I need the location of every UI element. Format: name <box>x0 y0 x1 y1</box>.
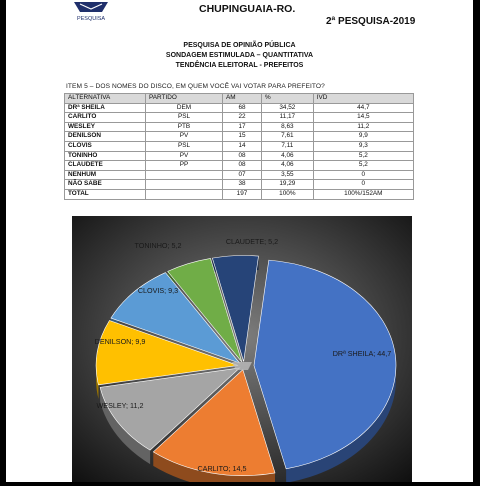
table-row: NÃO SABE 38 19,29 0 <box>64 179 415 190</box>
cell-am: 08 <box>221 160 263 171</box>
title-line-3: TENDÊNCIA ELEITORAL - PREFEITOS <box>175 62 304 69</box>
cell-pct: 4,06 <box>261 150 314 162</box>
cell-name: DENILSON <box>64 131 146 142</box>
pie-slice <box>211 255 259 362</box>
pie-chart: DRª SHEILA; 44,7 CARLITO; 14,5 WESLEY; 11,… <box>72 216 412 482</box>
pie-slice <box>110 272 241 364</box>
cell-name: DRª SHEILA <box>64 102 146 114</box>
slice-data-label: CLAUDETE; 5,2 <box>226 237 278 246</box>
cell-am: 38 <box>221 179 263 190</box>
document-page: PESQUISA CHUPINGUAIA-RO. 2ª PESQUISA-201… <box>6 0 473 482</box>
cell-ivd: 100%/152AM <box>312 188 415 200</box>
cell-pct: 8,63 <box>261 121 314 133</box>
table-row: DRª SHEILA DEM 68 34,52 44,7 <box>64 102 415 114</box>
slice-data-label: TONINHO; 5,2 <box>135 241 182 250</box>
pie-slice <box>99 367 241 451</box>
table-row: TONINHO PV 08 4,06 5,2 <box>64 150 415 162</box>
pollster-logo: PESQUISA <box>74 2 108 22</box>
cell-name: NÃO SABE <box>64 179 146 190</box>
cell-party: PP <box>145 160 223 171</box>
cell-party <box>145 179 223 190</box>
table-row: NENHUM 07 3,55 0 <box>64 169 415 181</box>
pie-slice <box>95 320 239 386</box>
column-header: ALTERNATIVA <box>64 93 146 104</box>
cell-party: DEM <box>145 102 223 114</box>
cell-party <box>145 169 223 181</box>
slice-data-label: CLOVIS; 9,3 <box>138 286 178 295</box>
slice-data-label: DENILSON; 9,9 <box>95 337 146 346</box>
slice-data-label: DRª SHEILA; 44,7 <box>333 349 392 358</box>
cell-pct: 11,17 <box>261 112 314 123</box>
pie-slice <box>167 258 243 363</box>
cell-party: PTB <box>145 121 223 133</box>
cell-party: PV <box>145 131 223 142</box>
pie-slice <box>253 259 397 470</box>
cell-am: 15 <box>221 131 263 142</box>
cell-pct: 3,55 <box>261 169 314 181</box>
cell-ivd: 11,2 <box>312 121 415 133</box>
center-watermark-logo <box>232 362 252 370</box>
cell-pct: 7,61 <box>261 131 314 142</box>
cell-name: TONINHO <box>64 150 146 162</box>
title-line-2: SONDAGEM ESTIMULADA – QUANTITATIVA <box>165 52 314 59</box>
cell-name: NENHUM <box>64 169 146 181</box>
cell-party: PSL <box>145 112 223 123</box>
column-header: IVD <box>312 93 415 104</box>
logo-text: PESQUISA <box>77 16 105 22</box>
cell-name: WESLEY <box>64 121 146 133</box>
cell-party: PV <box>145 150 223 162</box>
table-row: CARLITO PSL 22 11,17 14,5 <box>64 112 415 123</box>
slice-data-label: WESLEY; 11,2 <box>97 401 144 410</box>
city-title: CHUPINGUAIA-RO. <box>199 3 296 15</box>
cell-ivd: 44,7 <box>312 102 415 114</box>
cell-pct: 7,11 <box>261 140 314 152</box>
cell-pct: 100% <box>261 188 314 200</box>
cell-am: 197 <box>221 188 263 200</box>
pie-slice-side <box>153 451 276 482</box>
cell-pct: 34,52 <box>261 102 314 114</box>
table-row: DENILSON PV 15 7,61 9,9 <box>64 131 415 142</box>
table-row: CLOVIS PSL 14 7,11 9,3 <box>64 140 415 152</box>
cell-ivd: 5,2 <box>312 160 415 171</box>
cell-am: 68 <box>221 102 263 114</box>
pie-slice <box>152 369 276 476</box>
table-header-row: ALTERNATIVA PARTIDO AM % IVD <box>64 93 415 104</box>
cell-ivd: 5,2 <box>312 150 415 162</box>
table-row: WESLEY PTB 17 8,63 11,2 <box>64 121 415 133</box>
cell-am: 14 <box>221 140 263 152</box>
pie-chart-svg: DRª SHEILA; 44,7 CARLITO; 14,5 WESLEY; 11,… <box>72 216 412 482</box>
pie-slice-side <box>100 387 151 465</box>
table-row: TOTAL 197 100% 100%/152AM <box>64 188 415 200</box>
poll-number: 2ª PESQUISA-2019 <box>326 16 416 27</box>
cell-name: CARLITO <box>64 112 146 123</box>
cell-name: TOTAL <box>64 188 146 200</box>
column-header: PARTIDO <box>145 93 223 104</box>
title-line-1: PESQUISA DE OPINIÃO PÚBLICA <box>183 42 296 49</box>
cell-pct: 19,29 <box>261 179 314 190</box>
cell-am: 07 <box>221 169 263 181</box>
table-row: CLAUDETE PP 08 4,06 5,2 <box>64 160 415 171</box>
column-header: AM <box>221 93 263 104</box>
cell-party <box>145 188 223 200</box>
column-header: % <box>261 93 314 104</box>
cell-am: 08 <box>221 150 263 162</box>
slice-data-label: CARLITO; 14,5 <box>197 464 246 473</box>
cell-ivd: 9,3 <box>312 140 415 152</box>
cell-party: PSL <box>145 140 223 152</box>
cell-name: CLOVIS <box>64 140 146 152</box>
cell-ivd: 14,5 <box>312 112 415 123</box>
table-body: DRª SHEILA DEM 68 34,52 44,7 CARLITO PSL 22 11,1… <box>64 102 415 200</box>
cell-am: 17 <box>221 121 263 133</box>
results-table: ALTERNATIVA PARTIDO AM % IVD DRª SHEILA D… <box>64 93 415 200</box>
question-text: ITEM 5 – DOS NOMES DO DISCO, EM QUEM VOC… <box>66 83 325 90</box>
cell-pct: 4,06 <box>261 160 314 171</box>
cell-ivd: 0 <box>312 169 415 181</box>
cell-ivd: 9,9 <box>312 131 415 142</box>
cell-name: CLAUDETE <box>64 160 146 171</box>
cell-am: 22 <box>221 112 263 123</box>
cell-ivd: 0 <box>312 179 415 190</box>
